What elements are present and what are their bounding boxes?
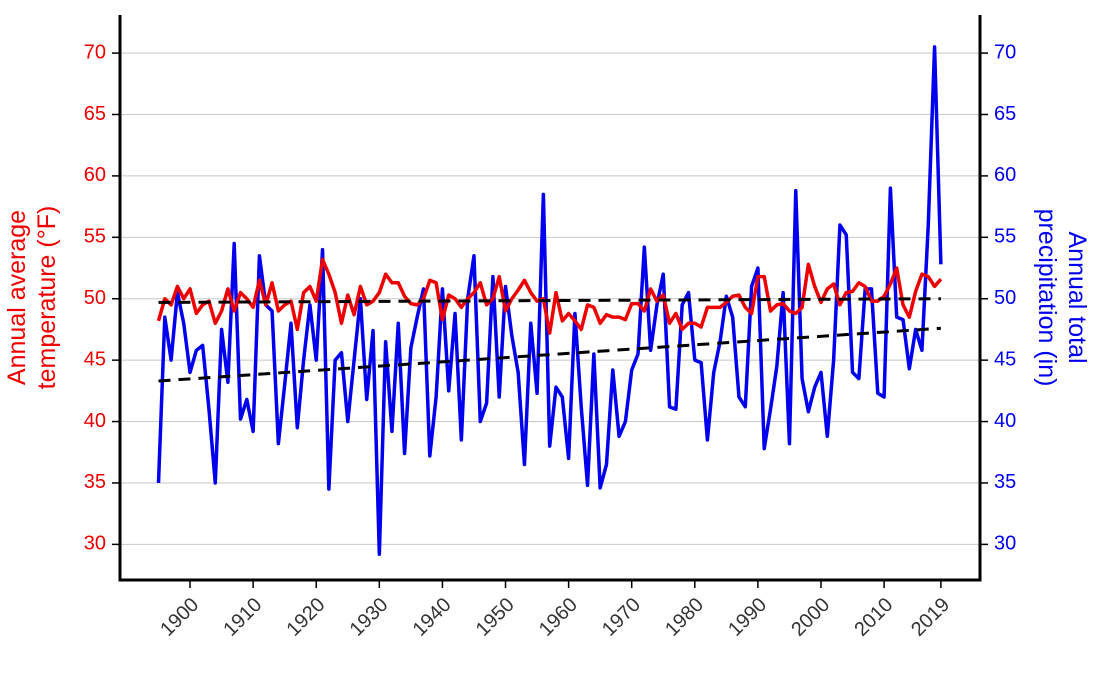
y2-tick-label: 70 bbox=[994, 41, 1016, 63]
x-tick-label: 1900 bbox=[156, 594, 203, 641]
trend-line bbox=[158, 297, 941, 304]
data-line bbox=[156, 45, 943, 556]
y-tick-label: 30 bbox=[84, 533, 106, 555]
x-tick-label: 2019 bbox=[907, 594, 954, 641]
x-tick-label: 1910 bbox=[219, 594, 266, 641]
y-tick-label: 55 bbox=[84, 226, 106, 248]
y-axis-title: Annual averagetemperature (°F) bbox=[3, 206, 61, 390]
x-tick-label: 1930 bbox=[346, 594, 393, 641]
x-tick-label: 2000 bbox=[787, 594, 834, 641]
y2-tick-label: 30 bbox=[994, 533, 1016, 555]
x-tick-label: 1950 bbox=[472, 594, 519, 641]
y2-tick-label: 40 bbox=[994, 410, 1016, 432]
y2-tick-label: 55 bbox=[994, 226, 1016, 248]
y-tick-label: 60 bbox=[84, 164, 106, 186]
x-tick-label: 1960 bbox=[535, 594, 582, 641]
y2-tick-label: 45 bbox=[994, 348, 1016, 370]
x-tick-label: 1940 bbox=[409, 594, 456, 641]
y2-axis-title: Annual totalprecipitation (in) bbox=[1033, 209, 1091, 387]
y-tick-label: 40 bbox=[84, 410, 106, 432]
y2-tick-label: 65 bbox=[994, 103, 1016, 125]
x-tick-label: 1990 bbox=[724, 594, 771, 641]
x-tick-label: 1970 bbox=[598, 594, 645, 641]
trend-line bbox=[158, 326, 941, 383]
y2-tick-label: 50 bbox=[994, 287, 1016, 309]
y2-tick-label: 60 bbox=[994, 164, 1016, 186]
y-axis-title-line: temperature (°F) bbox=[33, 206, 61, 390]
y2-axis-title-line: Annual total bbox=[1063, 231, 1091, 363]
x-tick-label: 1920 bbox=[282, 594, 329, 641]
y-tick-label: 65 bbox=[84, 103, 106, 125]
y-tick-label: 70 bbox=[84, 41, 106, 63]
y-axis-title-line: Annual average bbox=[3, 210, 31, 385]
y-tick-label: 45 bbox=[84, 348, 106, 370]
x-tick-label: 1980 bbox=[661, 594, 708, 641]
y2-axis-title-line: precipitation (in) bbox=[1033, 209, 1061, 387]
x-tick-label: 2010 bbox=[850, 594, 897, 641]
y-tick-label: 50 bbox=[84, 287, 106, 309]
y-tick-label: 35 bbox=[84, 471, 106, 493]
y2-tick-label: 35 bbox=[994, 471, 1016, 493]
data-line bbox=[156, 257, 943, 335]
